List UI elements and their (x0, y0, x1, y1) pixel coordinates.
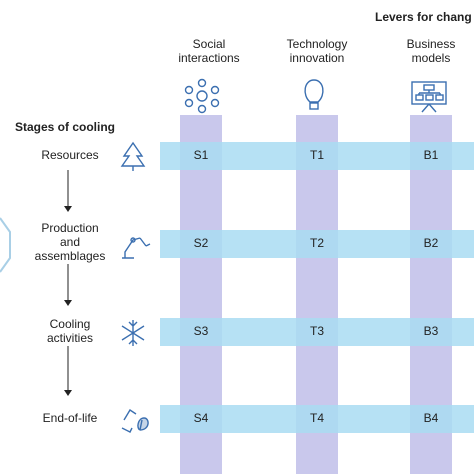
cell-label: B1 (424, 148, 439, 162)
row-band (160, 230, 474, 258)
cell-label: S2 (194, 236, 209, 250)
lever-label: Technology (287, 37, 348, 51)
lever-label: Social (193, 37, 226, 51)
title: Levers for chang (375, 10, 472, 24)
stage-label: Resources (41, 148, 98, 162)
business-icon (411, 81, 447, 113)
stage-label: End-of-life (43, 411, 98, 425)
stage-label: and (60, 235, 80, 249)
cell-label: B2 (424, 236, 439, 250)
cell-label: S4 (194, 411, 209, 425)
recycle-icon (121, 409, 149, 433)
grid (160, 115, 474, 474)
lever-label: models (412, 51, 451, 65)
cell-label: S1 (194, 148, 209, 162)
cell-label: T4 (310, 411, 324, 425)
row-band (160, 405, 474, 433)
row-band (160, 318, 474, 346)
stage-label: activities (47, 331, 93, 345)
social-icon (184, 78, 220, 114)
lever-label: Business (407, 37, 456, 51)
robot-icon (122, 237, 151, 259)
cell-label: T1 (310, 148, 324, 162)
stages-title: Stages of cooling (15, 120, 115, 134)
snowflake-icon (121, 320, 145, 346)
arrow-head (64, 300, 72, 306)
cell-label: S3 (194, 324, 209, 338)
tech-icon (304, 79, 324, 110)
arrow-head (64, 206, 72, 212)
cell-label: T3 (310, 324, 324, 338)
stage-label: assemblages (35, 249, 106, 263)
stage-label: Production (41, 221, 98, 235)
arrows (64, 170, 72, 396)
arrow-head (64, 390, 72, 396)
tree-icon (120, 141, 146, 171)
cell-label: B4 (424, 411, 439, 425)
row-band (160, 142, 474, 170)
lever-label: interactions (178, 51, 239, 65)
lever-label: innovation (290, 51, 345, 65)
cell-label: T2 (310, 236, 324, 250)
cell-label: B3 (424, 324, 439, 338)
left-shape (0, 217, 11, 273)
stage-label: Cooling (50, 317, 91, 331)
